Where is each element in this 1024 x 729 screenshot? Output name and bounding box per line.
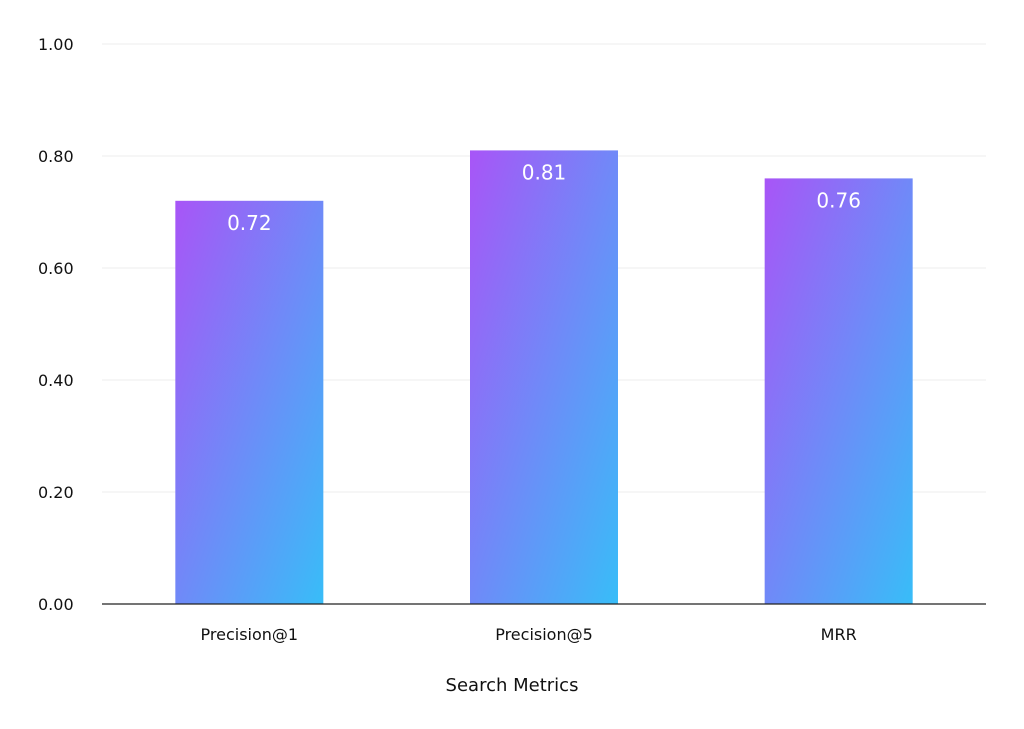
y-tick-label: 0.40 bbox=[38, 371, 74, 390]
x-category-label: Precision@5 bbox=[495, 625, 593, 644]
x-category-label: Precision@1 bbox=[201, 625, 299, 644]
bar-precision-5 bbox=[470, 150, 618, 604]
bar-value-label: 0.72 bbox=[227, 211, 272, 235]
labels-layer: 0.00 0.20 0.40 0.60 0.80 1.00 0.72 Precision@1 0… bbox=[38, 35, 861, 644]
bar-value-label: 0.76 bbox=[816, 188, 861, 212]
bar-precision-1 bbox=[175, 200, 324, 605]
y-tick-label: 0.60 bbox=[38, 259, 74, 278]
y-tick-label: 0.20 bbox=[38, 483, 74, 502]
y-tick-label: 0.00 bbox=[38, 595, 74, 614]
bar-mrr bbox=[764, 178, 913, 604]
x-category-label: MRR bbox=[821, 625, 857, 644]
bar-value-label: 0.81 bbox=[522, 160, 567, 184]
bars-layer bbox=[175, 150, 913, 605]
y-tick-label: 0.80 bbox=[38, 147, 74, 166]
y-tick-label: 1.00 bbox=[38, 35, 74, 54]
x-axis-title: Search Metrics bbox=[446, 675, 579, 696]
